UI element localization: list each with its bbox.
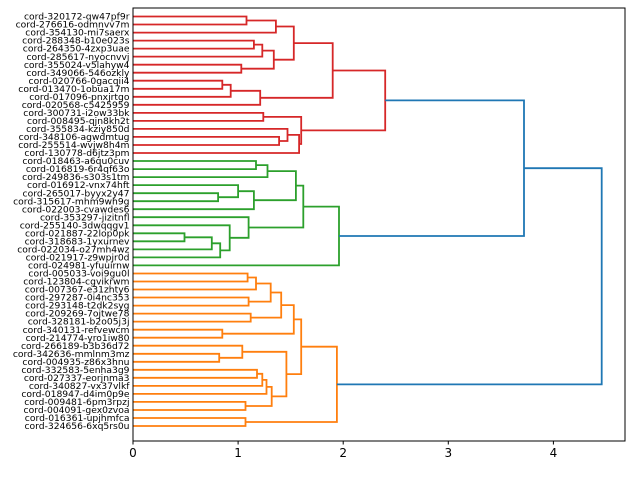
leaf-label: cord-013470-1obua17m — [18, 84, 129, 95]
x-axis-tick-label: 3 — [444, 446, 452, 460]
leaf-label: cord-320172-qw47pf9r — [24, 12, 130, 23]
leaf-label: cord-348106-agwdmtug — [19, 132, 130, 143]
leaf-label: cord-332583-5enha3g9 — [21, 365, 129, 376]
leaf-label: cord-209269-7ojtwe78 — [25, 309, 129, 320]
leaf-label: cord-249836-s303s1tm — [22, 172, 129, 183]
leaf-label: cord-255514-wvjw8h4m — [18, 140, 129, 151]
leaf-label: cord-342636-mmlnm3mz — [13, 349, 130, 360]
leaf-label: cord-027337-eorjnma3 — [24, 373, 130, 384]
x-axis-tick-label: 2 — [339, 446, 347, 460]
leaf-label: cord-022034-o27mh4wz — [17, 244, 129, 255]
leaf-label: cord-016361-upjhmfca — [25, 413, 130, 424]
leaf-label: cord-324656-6xq5rs0u — [24, 421, 129, 432]
leaf-label: cord-276616-odmnvv7m — [16, 20, 130, 31]
x-axis-tick-label: 1 — [234, 446, 242, 460]
leaf-label: cord-016819-6r4qf63o — [26, 164, 130, 175]
leaf-label: cord-328181-b2o05j3j — [28, 317, 130, 328]
leaf-label: cord-355024-v5lahyw4 — [24, 60, 130, 71]
x-axis-tick-label: 0 — [129, 446, 137, 460]
leaf-label: cord-004935-z86x3hnu — [22, 357, 129, 368]
leaf-label: cord-300731-i2ow33bk — [23, 108, 130, 119]
leaf-label: cord-265017-byyx2y47 — [23, 188, 130, 199]
leaf-label: cord-020568-c5425959 — [22, 100, 130, 111]
leaf-label: cord-354130-mi7saerx — [25, 28, 130, 39]
leaf-label: cord-353297-jizitnfl — [40, 212, 130, 223]
leaf-label: cord-355834-kziy850d — [26, 124, 129, 135]
leaf-label: cord-297287-0i4nc353 — [25, 293, 130, 304]
leaf-label: cord-266189-b3b36d72 — [21, 341, 130, 352]
leaf-label: cord-340131-refvewcm — [23, 325, 130, 336]
leaf-label: cord-004091-gex0zvoa — [24, 405, 130, 416]
leaf-label: cord-018463-a6qu0cuv — [22, 156, 130, 167]
leaf-label: cord-017096-pnxjrtgo — [29, 92, 130, 103]
leaf-label: cord-130778-d6jtz3pm — [24, 148, 129, 159]
leaf-label: cord-024981-yfuuirnw — [28, 261, 130, 272]
leaf-label: cord-285617-nyocnvvj — [26, 52, 129, 63]
leaf-label: cord-009481-6pm3rpzj — [24, 397, 129, 408]
plot-border — [132, 7, 626, 442]
leaf-label: cord-016912-vnx74hft — [27, 180, 130, 191]
leaf-label: cord-315617-mhm9wh9g — [13, 196, 129, 207]
leaf-label: cord-349066-546ozkly — [26, 68, 130, 79]
leaf-label: cord-123804-cgvikrwm — [23, 277, 129, 288]
leaf-label: cord-214774-yro1iw80 — [26, 333, 130, 344]
leaf-label: cord-005033-voi9gu0l — [28, 269, 129, 280]
leaf-label: cord-255140-3dwqqgv1 — [20, 220, 130, 231]
dendrogram-link — [336, 167, 603, 386]
leaf-label: cord-021887-22lop0pk — [25, 228, 130, 239]
leaf-label: cord-021917-z9wpjr0d — [26, 253, 130, 264]
x-axis-tick-label: 4 — [550, 446, 558, 460]
leaf-label: cord-288348-b10e023s — [22, 36, 130, 47]
leaf-label: cord-264350-4zxp3uae — [23, 44, 130, 55]
leaf-label: cord-007367-e31zhty6 — [25, 285, 130, 296]
leaf-label: cord-318683-1yxurnev — [25, 236, 130, 247]
leaf-label: cord-340827-vx37vlkf — [29, 381, 130, 392]
leaf-label: cord-008495-qjn8kh2t — [27, 116, 130, 127]
leaf-label: cord-293148-t2dk2syg — [25, 301, 129, 312]
leaf-label: cord-022003-cvawdes6 — [22, 204, 130, 215]
leaf-label: cord-020766-0gacqii4 — [29, 76, 130, 87]
leaf-label: cord-018947-d4im0p9e — [21, 389, 130, 400]
